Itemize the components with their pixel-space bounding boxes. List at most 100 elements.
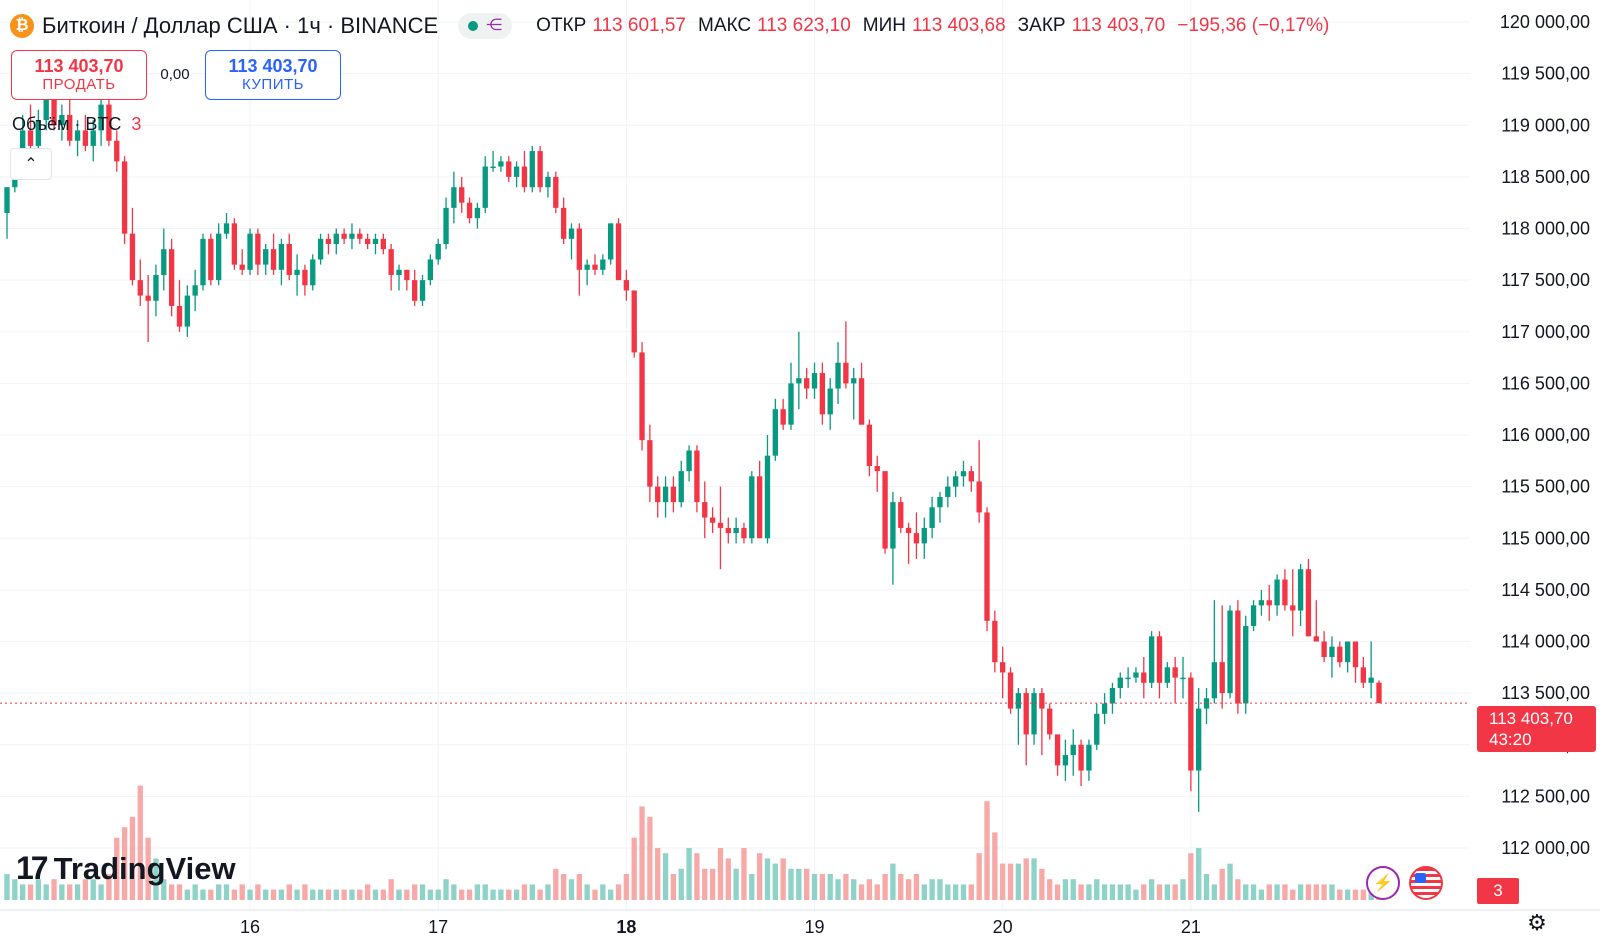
candle-body: [952, 476, 959, 487]
volume-bar: [717, 848, 724, 900]
volume-bar: [216, 884, 222, 900]
candle-body: [466, 202, 473, 219]
bitcoin-icon[interactable]: ₿: [10, 14, 34, 38]
price-tick-label: 115 500,00: [1501, 477, 1590, 497]
candle-body: [208, 238, 214, 281]
time-axis: 16 17 18 19 20 21: [0, 909, 1600, 937]
volume-bar: [364, 884, 371, 900]
volume-bar: [952, 884, 959, 900]
candle-body: [647, 440, 653, 487]
volume-bar: [890, 863, 896, 900]
volume-bar: [560, 874, 567, 900]
tradingview-logo[interactable]: 17 TradingView: [16, 850, 236, 887]
candle-body: [1282, 579, 1288, 606]
candle-body: [1258, 600, 1265, 606]
volume-bar: [427, 889, 434, 900]
volume-bar: [780, 858, 786, 900]
candle-body: [153, 274, 159, 301]
candle-body: [1070, 744, 1076, 756]
volume-bar: [521, 884, 528, 900]
candle-body: [1274, 579, 1280, 606]
candle-body: [1164, 667, 1170, 683]
price-tick-label: 117 000,00: [1501, 322, 1590, 342]
buy-label: КУПИТЬ: [241, 76, 304, 93]
volume-bar: [20, 884, 26, 900]
volume-bar: [223, 884, 230, 900]
lightning-icon[interactable]: ⚡: [1366, 866, 1400, 900]
price-tick-label: 119 000,00: [1501, 115, 1590, 135]
last-price-tag: 113 403,70 43:20: [1477, 706, 1596, 752]
time-tick-label: 17: [428, 917, 448, 937]
volume-bar: [921, 884, 927, 900]
volume-bar: [937, 879, 943, 900]
share-icon[interactable]: ⋲: [486, 17, 503, 34]
volume-bar: [827, 874, 833, 900]
candle-body: [278, 243, 285, 270]
collapse-legend-button[interactable]: ⌃: [10, 148, 52, 180]
volume-bar: [568, 879, 575, 900]
candle-body: [317, 238, 324, 260]
volume-bar: [286, 884, 292, 900]
volume-bar: [905, 879, 912, 900]
candle-body: [1039, 693, 1045, 709]
ohlc-change: −195,36 (−0,17%): [1177, 15, 1330, 36]
candle-body: [772, 409, 778, 456]
candle-body: [960, 471, 967, 477]
us-flag-icon[interactable]: [1409, 866, 1443, 900]
candle-body: [725, 527, 731, 534]
volume-bar: [200, 889, 206, 900]
volume-legend-label: Объём · BTC: [12, 114, 122, 134]
volume-bars: [4, 785, 1382, 900]
candle-body: [819, 373, 826, 415]
volume-bar: [506, 889, 512, 900]
candle-body: [529, 151, 535, 188]
volume-bar: [1258, 889, 1265, 900]
buy-button[interactable]: 113 403,70 КУПИТЬ: [205, 50, 341, 100]
volume-bar: [74, 884, 81, 900]
volume-bar: [231, 889, 238, 900]
candle-body: [1109, 687, 1116, 704]
market-open-dot: [468, 21, 479, 31]
candle-body: [1368, 677, 1374, 683]
volume-legend[interactable]: Объём · BTC 3: [12, 114, 141, 135]
candle-body: [4, 187, 10, 214]
market-status[interactable]: ⋲: [458, 13, 513, 39]
volume-bar: [4, 874, 10, 900]
volume-bar: [270, 889, 277, 900]
volume-bar: [553, 868, 559, 900]
volume-bar: [1125, 884, 1131, 900]
volume-bar: [278, 889, 285, 900]
gear-icon[interactable]: ⚙: [1527, 910, 1547, 935]
volume-bar: [451, 884, 457, 900]
candle-body: [121, 161, 128, 234]
volume-bar: [333, 889, 339, 900]
candle-body: [333, 233, 339, 244]
volume-bar: [317, 889, 324, 900]
candle-body: [51, 99, 57, 126]
candle-body: [74, 130, 81, 141]
candle-body: [905, 527, 912, 534]
spread-value: 0,00: [160, 66, 190, 83]
volume-bar: [960, 884, 967, 900]
candle-body: [247, 233, 253, 270]
candle-body: [662, 486, 669, 503]
candle-body: [482, 166, 488, 208]
volume-bar: [435, 889, 441, 900]
candle-body: [419, 280, 426, 301]
volume-bar: [1109, 884, 1116, 900]
volume-bar: [1211, 884, 1218, 900]
volume-bar: [341, 889, 347, 900]
volume-bar: [1062, 879, 1069, 900]
price-axis: 120 000,00 119 500,00 119 000,00 118 500,00…: [1470, 0, 1600, 944]
volume-bar: [1015, 863, 1022, 900]
volume-bar: [51, 879, 57, 900]
sell-button[interactable]: 113 403,70 ПРОДАТЬ: [11, 50, 147, 100]
candle-body: [59, 114, 65, 126]
candle-body: [498, 161, 504, 167]
ohlc-open-value: 113 601,57: [592, 15, 686, 36]
volume-bar: [819, 874, 826, 900]
volume-bar: [529, 884, 535, 900]
volume-bar: [1086, 884, 1092, 900]
symbol-title[interactable]: Биткоин / Доллар США · 1ч · BINANCE: [42, 13, 439, 38]
